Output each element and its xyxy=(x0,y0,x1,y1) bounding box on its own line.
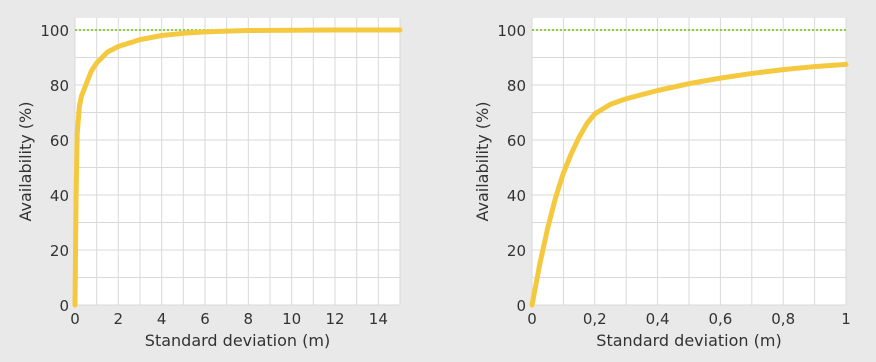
chart-right-x-axis-title: Standard deviation (m) xyxy=(596,331,781,350)
chart-left-x-tick-label: 14 xyxy=(369,310,388,328)
chart-left-y-tick-label: 60 xyxy=(50,132,69,150)
chart-left-series-line xyxy=(72,27,403,308)
chart-left-y-tick-label: 40 xyxy=(50,187,69,205)
chart-right-x-tick-label: 1 xyxy=(841,310,851,328)
chart-left-x-tick-label: 2 xyxy=(114,310,124,328)
chart-right-y-tick-label: 0 xyxy=(516,297,526,315)
chart-left-plot-area xyxy=(75,18,400,305)
chart-left-x-tick-label: 8 xyxy=(244,310,254,328)
chart-right-y-tick-label: 60 xyxy=(507,132,526,150)
chart-right-series-line xyxy=(529,61,849,308)
chart-right-y-tick-label: 80 xyxy=(507,77,526,95)
chart-right-x-tick-label: 0,8 xyxy=(771,310,795,328)
chart-left-x-tick-label: 4 xyxy=(157,310,167,328)
chart-right-y-tick-label: 100 xyxy=(497,22,526,40)
chart-left-x-axis-title: Standard deviation (m) xyxy=(145,331,330,350)
chart-left-y-tick-label: 100 xyxy=(40,22,69,40)
chart-left-y-tick-label: 20 xyxy=(50,242,69,260)
chart-left-y-tick-label: 80 xyxy=(50,77,69,95)
chart-left-x-tick-label: 12 xyxy=(325,310,344,328)
chart-left-y-axis-title: Availability (%) xyxy=(16,102,35,222)
chart-right-x-tick-label: 0 xyxy=(527,310,537,328)
chart-right-x-tick-label: 0,2 xyxy=(583,310,607,328)
chart-left-x-tick-label: 10 xyxy=(282,310,301,328)
chart-right-y-tick-label: 20 xyxy=(507,242,526,260)
chart-left-x-tick-label: 6 xyxy=(200,310,210,328)
chart-right-x-tick-label: 0,6 xyxy=(708,310,732,328)
chart-right-y-tick-label: 40 xyxy=(507,187,526,205)
chart-right-y-axis-title: Availability (%) xyxy=(473,102,492,222)
chart-left-x-tick-label: 0 xyxy=(70,310,80,328)
chart-left-y-tick-label: 0 xyxy=(59,297,69,315)
chart-right-x-tick-label: 0,4 xyxy=(646,310,670,328)
